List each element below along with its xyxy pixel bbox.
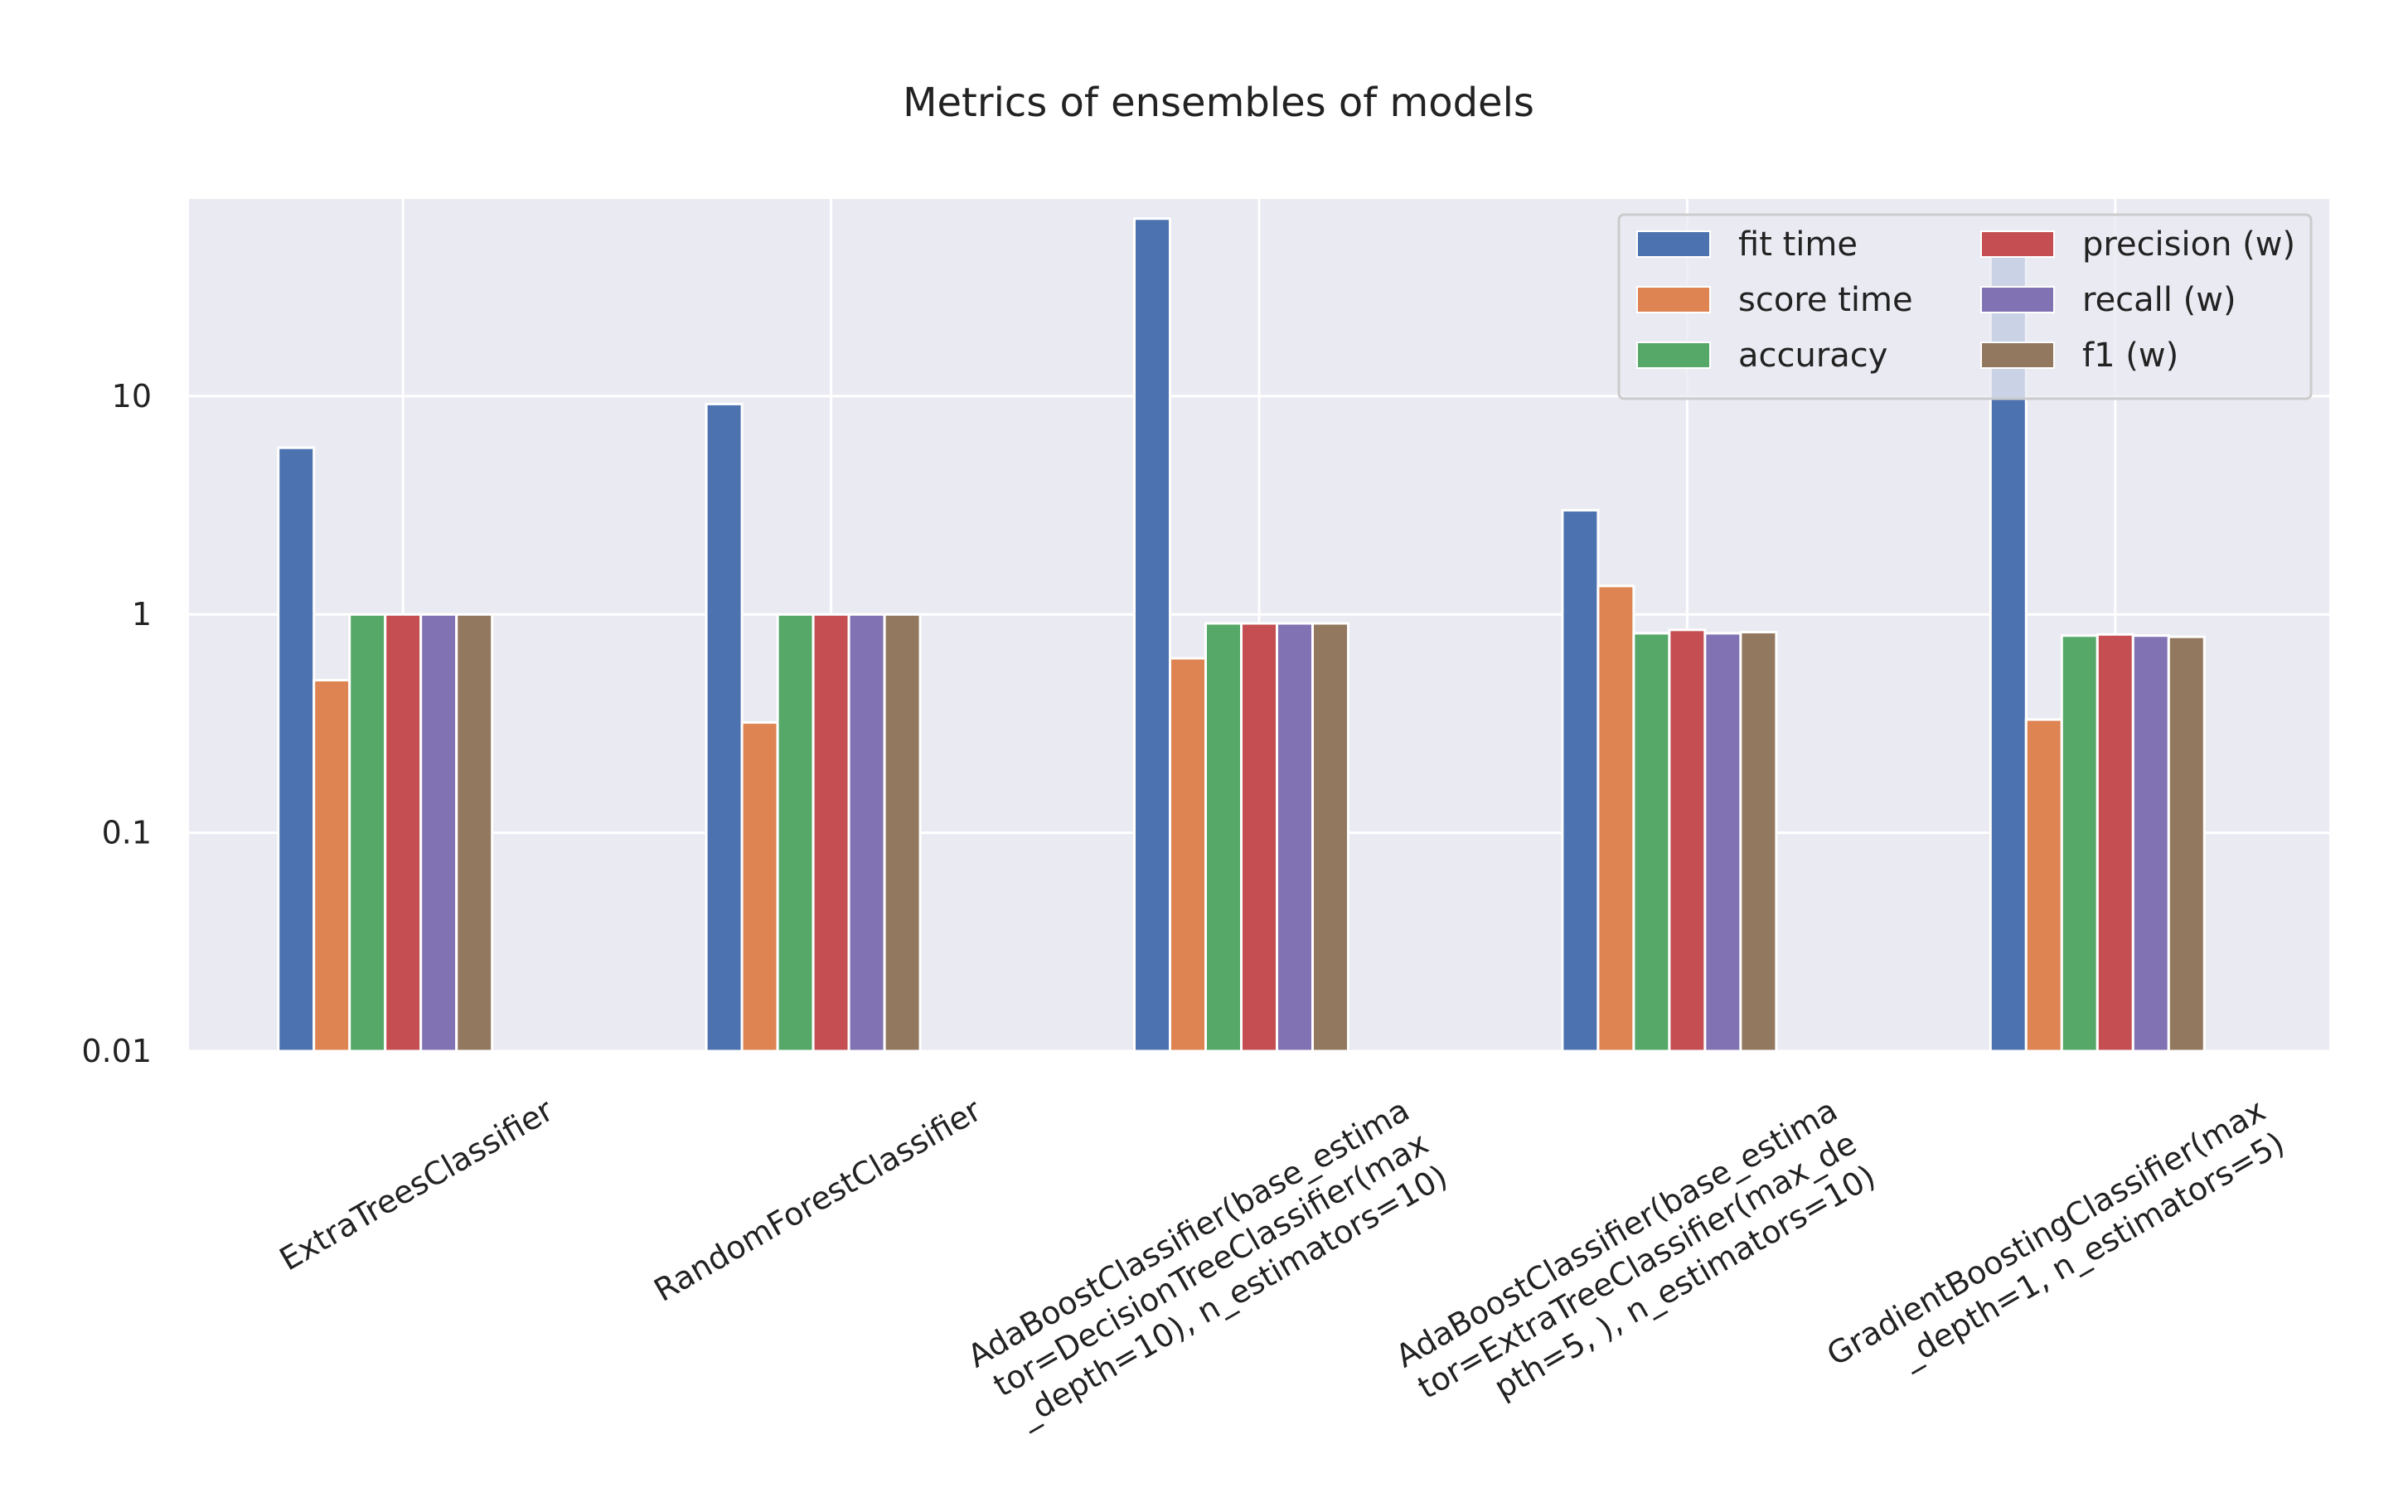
bar bbox=[1739, 631, 1778, 1053]
legend-swatch bbox=[1636, 286, 1711, 313]
bar bbox=[1169, 657, 1207, 1053]
bar bbox=[2167, 635, 2206, 1053]
bar bbox=[1596, 584, 1635, 1053]
y-axis: 0.01 0.1 1 10 bbox=[81, 378, 152, 1069]
legend-label: f1 (w) bbox=[2082, 337, 2178, 375]
y-tick-label: 0.01 bbox=[81, 1033, 152, 1069]
y-tick-label: 10 bbox=[112, 378, 152, 414]
bar bbox=[1204, 622, 1243, 1053]
bar bbox=[419, 613, 458, 1053]
legend-label: precision (w) bbox=[2082, 225, 2295, 264]
x-tick-label-line: tor=DecisionTreeClassifier(max bbox=[987, 1125, 1435, 1404]
bar bbox=[2095, 632, 2134, 1053]
x-axis: ExtraTreesClassifier RandomForestClassifi… bbox=[274, 1092, 2291, 1434]
chart-title: Metrics of ensembles of models bbox=[903, 80, 1534, 126]
legend-label: score time bbox=[1738, 281, 1913, 319]
bar bbox=[883, 613, 922, 1053]
x-tick-label: GradientBoostingClassifier(max_depth=1, … bbox=[1821, 1092, 2291, 1375]
bar bbox=[1632, 632, 1671, 1053]
bar bbox=[1668, 628, 1707, 1053]
bar bbox=[1561, 509, 1600, 1053]
bar bbox=[1240, 622, 1278, 1053]
y-tick-label: 1 bbox=[132, 596, 152, 632]
legend-swatch bbox=[1980, 230, 2055, 258]
x-tick-label: AdaBoostClassifier(base_estimator=Decisi… bbox=[962, 1092, 1454, 1434]
bar bbox=[348, 613, 387, 1053]
x-tick-label: ExtraTreesClassifier bbox=[274, 1092, 560, 1278]
bar bbox=[277, 446, 316, 1053]
bar bbox=[384, 613, 423, 1053]
legend-swatch bbox=[1636, 342, 1711, 369]
bar bbox=[1133, 217, 1171, 1053]
y-tick-label: 0.1 bbox=[102, 815, 152, 851]
bar bbox=[1703, 632, 1742, 1053]
x-tick-label-line: GradientBoostingClassifier(max bbox=[1821, 1092, 2272, 1373]
x-tick-label-line: tor=ExtraTreeClassifier(max_de bbox=[1412, 1125, 1863, 1406]
x-tick-label: RandomForestClassifier bbox=[648, 1092, 988, 1309]
legend-label: recall (w) bbox=[2082, 281, 2236, 319]
x-tick-label-line: ExtraTreesClassifier bbox=[274, 1092, 560, 1278]
legend-label: fit time bbox=[1738, 225, 1858, 264]
bar bbox=[812, 613, 850, 1053]
bar bbox=[740, 721, 779, 1053]
legend: fit time score time accuracy precision (w) r… bbox=[1617, 213, 2313, 400]
legend-swatch bbox=[1980, 286, 2055, 313]
bar bbox=[776, 613, 815, 1053]
bar bbox=[2131, 634, 2170, 1053]
legend-box bbox=[1617, 213, 2313, 400]
bars bbox=[277, 217, 2206, 1053]
bar bbox=[313, 679, 351, 1053]
legend-label: accuracy bbox=[1738, 337, 1887, 375]
legend-swatch bbox=[1980, 342, 2055, 369]
bar bbox=[1311, 622, 1349, 1053]
legend-swatch bbox=[1636, 230, 1711, 258]
bar bbox=[2060, 634, 2099, 1053]
bar bbox=[847, 613, 886, 1053]
bar bbox=[1276, 622, 1314, 1053]
bar bbox=[705, 402, 744, 1053]
bar bbox=[455, 613, 494, 1053]
x-tick-label-line: RandomForestClassifier bbox=[648, 1092, 988, 1309]
x-tick-label: AdaBoostClassifier(base_estimator=ExtraT… bbox=[1389, 1092, 1882, 1406]
bar bbox=[2024, 718, 2063, 1053]
x-tick-label-line: _depth=1, n_estimators=5) bbox=[1894, 1125, 2291, 1375]
